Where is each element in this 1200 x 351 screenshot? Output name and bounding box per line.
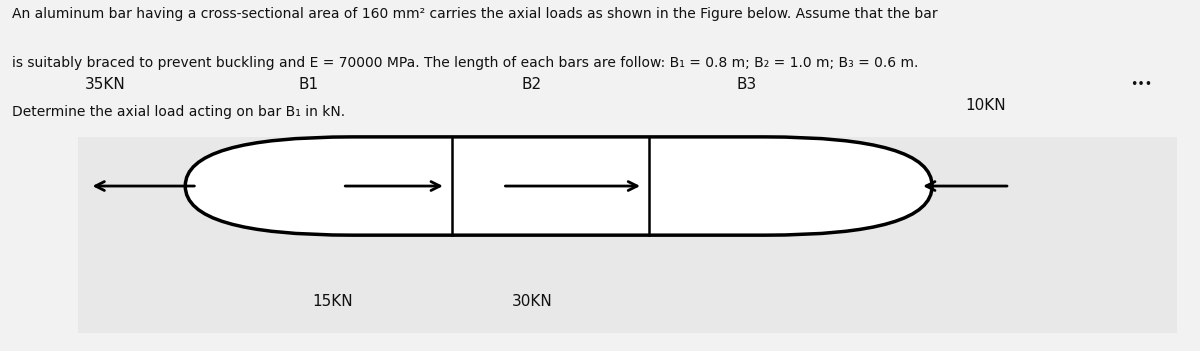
Text: 15KN: 15KN bbox=[312, 294, 353, 309]
Text: is suitably braced to prevent buckling and E = 70000 MPa. The length of each bar: is suitably braced to prevent buckling a… bbox=[12, 56, 918, 70]
Text: 30KN: 30KN bbox=[511, 294, 552, 309]
Text: Determine the axial load acting on bar B₁ in kN.: Determine the axial load acting on bar B… bbox=[12, 105, 346, 119]
FancyBboxPatch shape bbox=[185, 137, 932, 235]
Text: B3: B3 bbox=[737, 77, 757, 92]
Text: 35KN: 35KN bbox=[85, 77, 126, 92]
Text: An aluminum bar having a cross-sectional area of 160 mm² carries the axial loads: An aluminum bar having a cross-sectional… bbox=[12, 7, 937, 21]
Text: B1: B1 bbox=[299, 77, 318, 92]
Text: •••: ••• bbox=[1130, 78, 1152, 91]
FancyBboxPatch shape bbox=[78, 137, 1177, 333]
Text: 10KN: 10KN bbox=[966, 98, 1007, 113]
Text: B2: B2 bbox=[522, 77, 542, 92]
